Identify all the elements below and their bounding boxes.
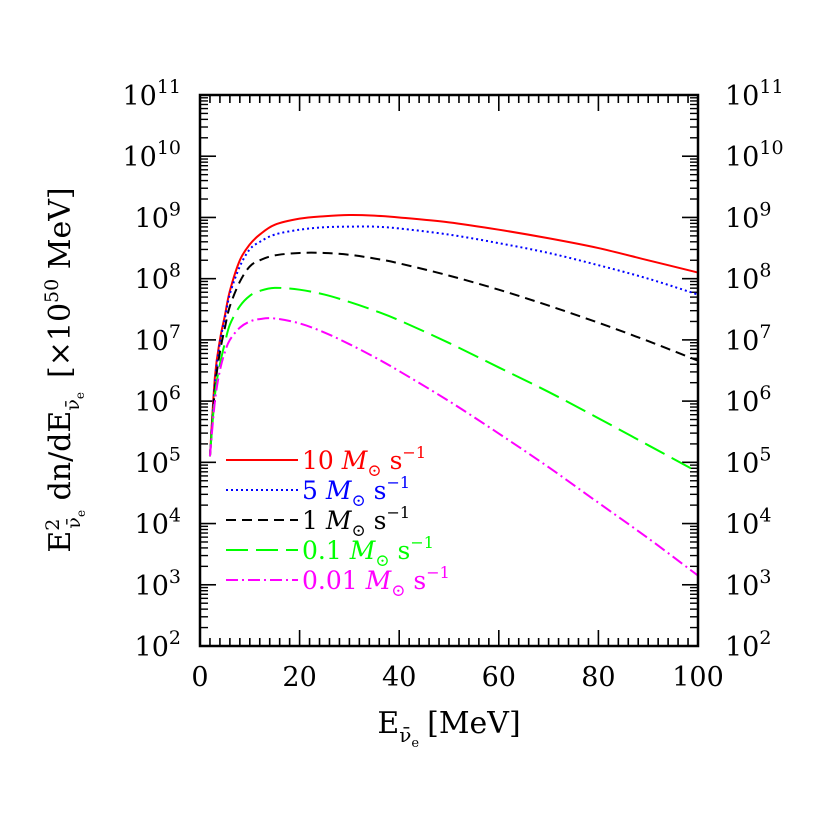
y-tick-label-right: 106	[725, 382, 771, 418]
y-tick-label: 105	[135, 443, 181, 479]
series-line-2	[208, 251, 699, 457]
legend-label-1: 5 M⊙ s−1	[302, 473, 410, 511]
y-title-unit-close: MeV]	[43, 187, 78, 278]
y-axis-title: E2ν̄e dn/dEν̄e[×1050 MeV]	[41, 187, 88, 552]
x-title-main: E	[377, 706, 399, 741]
legend-label-0: 10 M⊙ s−1	[302, 443, 426, 481]
axis-ticks	[199, 94, 699, 647]
y-tick-label: 107	[135, 321, 181, 357]
y-tick-label: 108	[135, 260, 181, 296]
y-title-main: E	[43, 531, 78, 553]
legend-label-3: 0.1 M⊙ s−1	[302, 533, 434, 571]
x-tick-label: 60	[482, 662, 516, 693]
y-tick-label-right: 104	[725, 505, 771, 541]
x-title-subsub: e	[411, 736, 419, 751]
y-title-mid: dn/dE	[43, 411, 78, 510]
y-title-sup: 2	[42, 519, 64, 531]
y-tick-label-right: 1010	[725, 137, 784, 173]
series-line-3	[208, 286, 699, 474]
y-tick-label-right: 105	[725, 443, 771, 479]
legend: 10 M⊙ s−15 M⊙ s−11 M⊙ s−10.1 M⊙ s−10.01 …	[226, 443, 450, 601]
legend-label-2: 1 M⊙ s−1	[302, 503, 410, 541]
x-tick-label: 40	[382, 662, 416, 693]
x-title-sub: ν̄	[399, 723, 411, 747]
x-title-unit: [MeV]	[427, 706, 521, 741]
y-tick-label: 102	[135, 627, 181, 663]
x-tick-label: 0	[191, 662, 208, 693]
y-tick-label-right: 108	[725, 260, 771, 296]
y-tick-label-right: 107	[725, 321, 771, 357]
y-tick-label-right: 102	[725, 627, 771, 663]
y-tick-label: 106	[135, 382, 181, 418]
series-lines	[208, 213, 699, 577]
y-title-subsub2: e	[73, 392, 87, 399]
y-title-sub: ν̄	[63, 517, 85, 529]
y-tick-label: 104	[135, 505, 181, 541]
plot-frame	[198, 93, 700, 648]
y-tick-label-right: 1011	[725, 76, 784, 112]
y-title-unit-exp: 50	[41, 279, 63, 303]
x-tick-label: 100	[672, 662, 724, 693]
legend-label-4: 0.01 M⊙ s−1	[302, 563, 450, 601]
y-title-sub2: ν̄	[62, 399, 84, 411]
y-title-unit-open: [×10	[43, 303, 78, 378]
y-tick-label: 1011	[122, 76, 181, 112]
x-axis-title: Eν̄e [MeV]	[377, 706, 520, 751]
y-tick-label-right: 109	[725, 198, 771, 234]
y-title-subsub: e	[74, 510, 88, 517]
y-tick-label: 109	[135, 198, 181, 234]
x-tick-label: 20	[282, 662, 316, 693]
y-tick-label: 1010	[122, 137, 181, 173]
y-tick-label: 103	[135, 566, 181, 602]
y-tick-label-right: 103	[725, 566, 771, 602]
x-tick-label: 80	[581, 662, 615, 693]
